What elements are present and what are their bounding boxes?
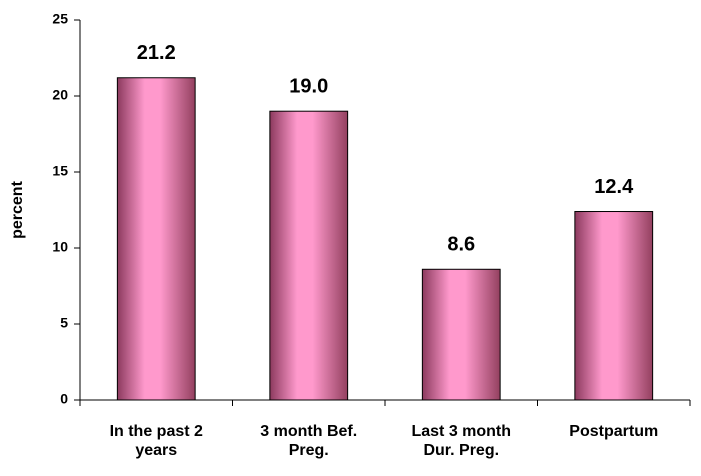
y-tick-label: 15 <box>52 163 68 179</box>
value-label: 19.0 <box>289 75 328 97</box>
value-label: 8.6 <box>447 234 475 256</box>
x-tick-label: Last 3 month Dur. Preg. <box>411 423 512 459</box>
bar <box>269 110 349 401</box>
value-label: 12.4 <box>594 176 634 198</box>
x-tick-label: 3 month Bef. Preg. <box>260 423 358 459</box>
y-tick-label: 0 <box>60 391 68 407</box>
y-tick-label: 5 <box>60 315 68 331</box>
x-tick-label: Postpartum <box>569 423 659 440</box>
y-axis-label: percent <box>9 180 26 238</box>
x-tick-label: In the past 2 years <box>109 423 203 459</box>
y-tick-label: 20 <box>52 87 68 103</box>
bar <box>116 77 196 401</box>
bar <box>421 268 501 401</box>
y-tick-label: 10 <box>52 239 68 255</box>
value-label: 21.2 <box>137 42 176 64</box>
y-tick-label: 25 <box>52 11 68 27</box>
bar <box>574 211 654 401</box>
